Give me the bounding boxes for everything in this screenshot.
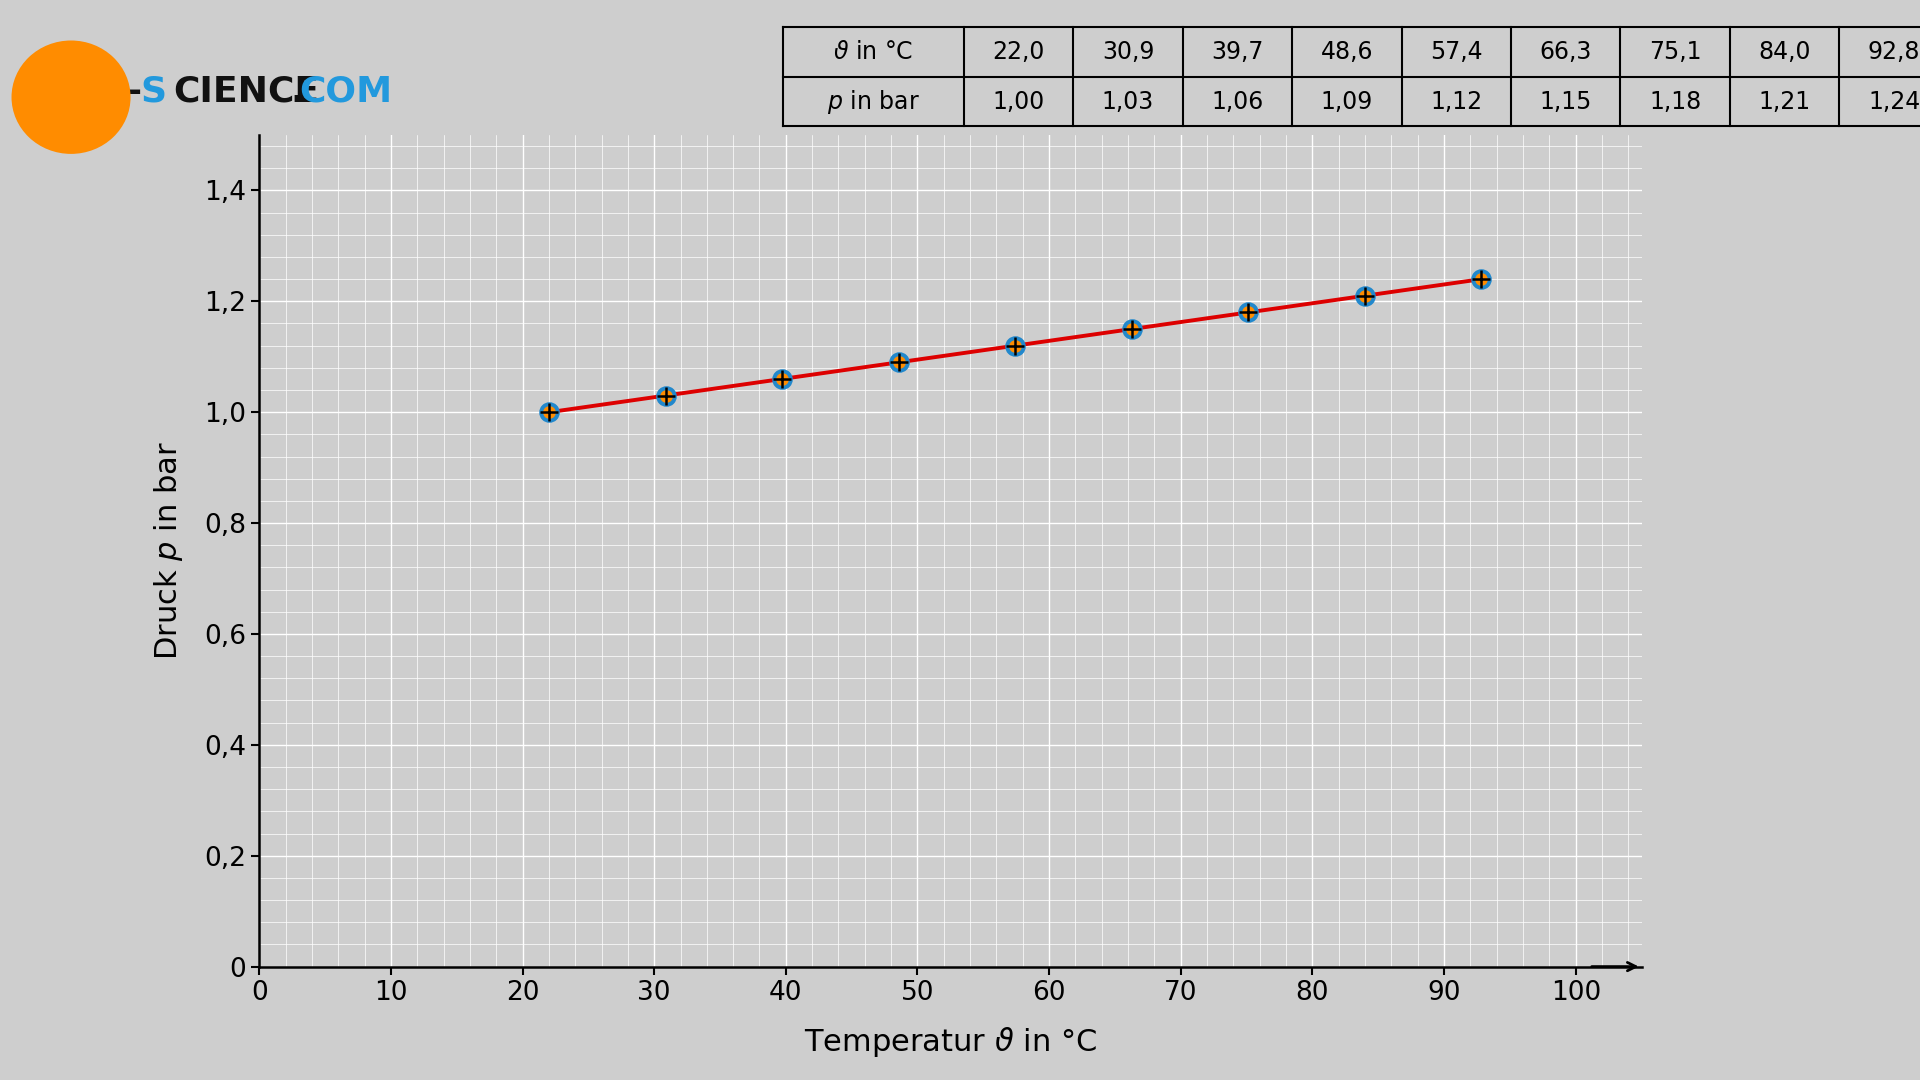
Text: 57,4: 57,4 [1430,40,1482,64]
Text: TEC: TEC [35,75,109,109]
Text: 1,06: 1,06 [1212,90,1263,113]
Text: 48,6: 48,6 [1321,40,1373,64]
Text: 1,24: 1,24 [1868,90,1920,113]
Y-axis label: Druck $p$ in bar: Druck $p$ in bar [152,442,184,660]
Text: $\vartheta$ in °C: $\vartheta$ in °C [833,40,914,64]
Text: 39,7: 39,7 [1212,40,1263,64]
Text: 30,9: 30,9 [1102,40,1154,64]
Text: .: . [290,75,303,109]
Text: 1,09: 1,09 [1321,90,1373,113]
Text: 66,3: 66,3 [1540,40,1592,64]
Text: 1,00: 1,00 [993,90,1044,113]
Text: 75,1: 75,1 [1649,40,1701,64]
Text: 1,21: 1,21 [1759,90,1811,113]
Text: 92,8: 92,8 [1868,40,1920,64]
Text: 1,03: 1,03 [1102,90,1154,113]
Text: COM: COM [300,75,394,109]
Text: -: - [127,75,142,109]
Text: S: S [140,75,167,109]
X-axis label: Temperatur $\vartheta$ in °C: Temperatur $\vartheta$ in °C [804,1025,1096,1059]
Text: 22,0: 22,0 [993,40,1044,64]
Text: CIENCE: CIENCE [173,75,319,109]
Text: 1,18: 1,18 [1649,90,1701,113]
Text: 84,0: 84,0 [1759,40,1811,64]
Text: 1,15: 1,15 [1540,90,1592,113]
Text: $p$ in bar: $p$ in bar [828,87,920,116]
Text: 1,12: 1,12 [1430,90,1482,113]
